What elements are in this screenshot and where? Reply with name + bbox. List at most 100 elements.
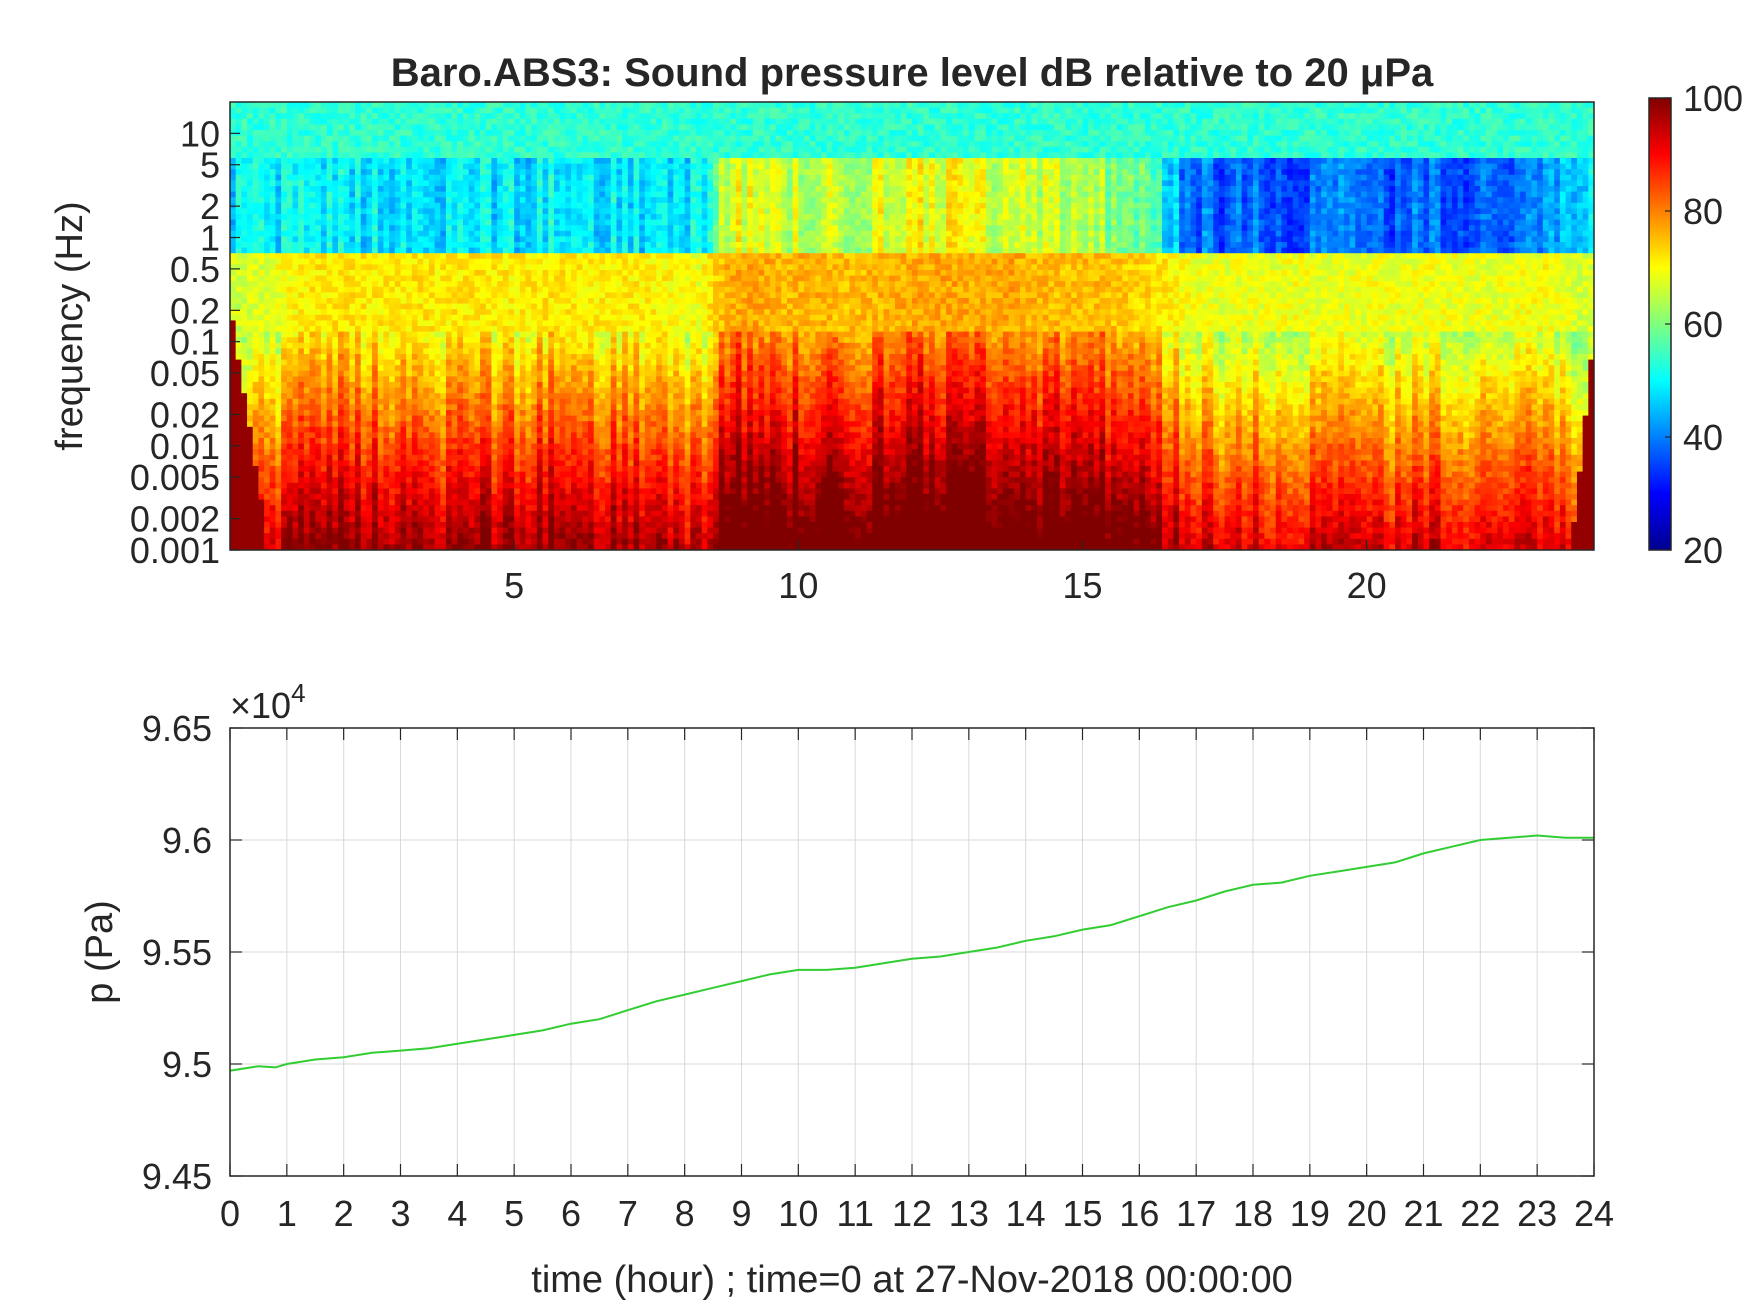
spectrogram-cell <box>502 286 510 293</box>
spectrogram-cell <box>292 387 299 394</box>
spectrogram-cell <box>485 141 493 148</box>
spectrogram-cell <box>394 449 402 456</box>
spectrogram-cell <box>400 258 407 265</box>
spectrogram-cell <box>406 460 413 467</box>
spectrogram-cell <box>360 169 367 176</box>
spectrogram-cell <box>548 102 555 109</box>
spectrogram-cell <box>508 303 515 310</box>
spectrogram-cell <box>241 337 248 344</box>
spectrogram-cell <box>235 113 242 120</box>
spectrogram-cell <box>474 242 481 249</box>
spectrogram-cell <box>332 482 339 489</box>
spectrogram-cell <box>542 533 549 540</box>
spectrogram-cell <box>326 449 333 456</box>
spectrogram-cell <box>372 270 379 277</box>
spectrogram-cell <box>366 494 373 501</box>
spectrogram-cell <box>235 454 242 461</box>
spectrogram-cell <box>497 454 504 461</box>
spectrogram-cell <box>582 146 589 153</box>
spectrogram-cell <box>576 163 583 170</box>
spectrogram-cell <box>360 158 367 165</box>
spectrogram-cell <box>309 247 316 254</box>
spectrogram-cell <box>451 118 458 125</box>
spectrogram-cell <box>411 499 419 506</box>
spectrogram-cell <box>281 398 288 405</box>
spectrogram-cell <box>497 113 504 120</box>
spectrogram-cell <box>343 174 350 181</box>
spectrogram-cell <box>320 387 328 394</box>
spectrogram-cell <box>536 398 544 405</box>
spectrogram-cell <box>247 281 254 288</box>
spectrogram-cell <box>559 236 566 243</box>
spectrogram-cell <box>480 225 487 232</box>
spectrogram-cell <box>343 533 350 540</box>
spectrogram-cell <box>565 253 572 260</box>
spectrogram-cell <box>480 387 487 394</box>
spectrogram-cell <box>269 522 277 529</box>
spectrogram-cell <box>434 174 441 181</box>
spectrogram-cell <box>565 510 572 517</box>
spectrogram-cell <box>565 298 572 305</box>
spectrogram-cell <box>571 460 578 467</box>
spectrogram-cell <box>514 197 521 204</box>
spectrogram-cell <box>349 533 356 540</box>
spectrogram-cell <box>485 460 493 467</box>
spectrogram-cell <box>315 163 322 170</box>
spectrogram-cell <box>417 298 424 305</box>
spectrogram-cell <box>241 426 248 433</box>
spectrogram-cell <box>474 398 481 405</box>
spectrogram-cell <box>332 393 339 400</box>
spectrogram-cell <box>372 146 379 153</box>
spectrogram-cell <box>332 348 339 355</box>
spectrogram-cell <box>281 482 288 489</box>
spectrogram-cell <box>417 219 424 226</box>
spectrogram-cell <box>531 197 538 204</box>
spectrogram-cell <box>349 281 356 288</box>
spectrogram-cell <box>258 158 265 165</box>
spectrogram-cell <box>315 449 322 456</box>
spectrogram-cell <box>241 146 248 153</box>
spectrogram-cell <box>241 376 248 383</box>
spectrogram-cell <box>428 533 436 540</box>
spectrogram-cell <box>445 398 453 405</box>
spectrogram-cell <box>508 281 515 288</box>
spectrogram-cell <box>502 270 510 277</box>
spectrogram-cell <box>230 169 237 176</box>
spectrogram-cell <box>275 404 282 411</box>
spectrogram-cell <box>502 303 510 310</box>
spectrogram-cell <box>298 533 305 540</box>
spectrogram-cell <box>423 208 430 215</box>
spectrogram-cell <box>428 499 436 506</box>
spectrogram-cell <box>315 281 322 288</box>
spectrogram-cell <box>485 505 493 512</box>
spectrogram-cell <box>406 533 413 540</box>
spectrogram-cell <box>320 426 328 433</box>
spectrogram-cell <box>428 510 436 517</box>
spectrogram-cell <box>485 449 493 456</box>
spectrogram-cell <box>411 370 419 377</box>
spectrogram-cell <box>360 488 367 495</box>
spectrogram-cell <box>309 415 316 422</box>
spectrogram-cell <box>428 376 436 383</box>
spectrogram-cell <box>440 174 447 181</box>
spectrogram-cell <box>235 460 242 467</box>
spectrogram-cell <box>326 236 333 243</box>
spectrogram-cell <box>309 337 316 344</box>
spectrogram-cell <box>559 113 566 120</box>
spectrogram-cell <box>440 454 447 461</box>
spectrogram-cell <box>258 225 265 232</box>
spectrogram-cell <box>576 286 583 293</box>
spectrogram-cell <box>519 320 527 327</box>
spectrogram-cell <box>394 382 402 389</box>
spectrogram-cell <box>400 303 407 310</box>
spectrogram-cell <box>315 454 322 461</box>
spectrogram-cell <box>366 410 373 417</box>
spectrogram-cell <box>502 253 510 260</box>
spectrogram-cell <box>497 393 504 400</box>
spectrogram-cell <box>542 191 549 198</box>
spectrogram-cell <box>497 522 504 529</box>
spectrogram-cell <box>235 314 242 321</box>
spectrogram-cell <box>298 426 305 433</box>
spectrogram-cell <box>383 460 390 467</box>
spectrogram-cell <box>320 415 328 422</box>
